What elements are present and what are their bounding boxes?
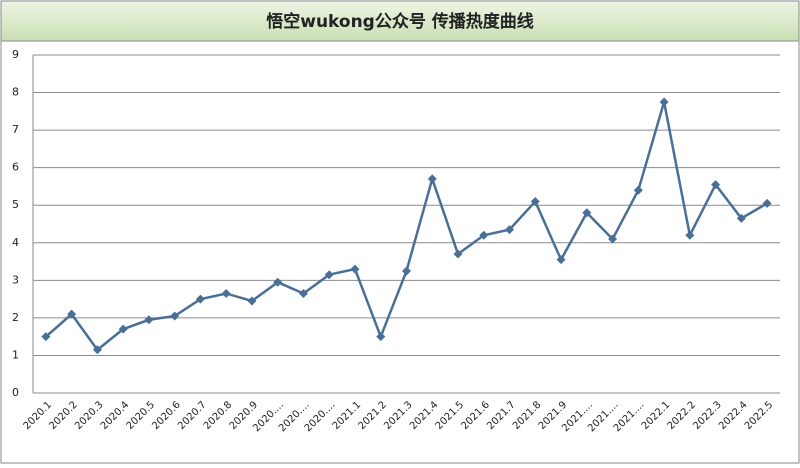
marker <box>273 277 283 287</box>
marker <box>530 196 540 206</box>
marker <box>453 249 463 259</box>
y-tick-label: 5 <box>12 198 19 211</box>
marker <box>427 174 437 184</box>
y-tick-label: 3 <box>12 273 19 286</box>
marker <box>170 311 180 321</box>
marker <box>376 332 386 342</box>
marker <box>247 296 257 306</box>
marker <box>350 264 360 274</box>
y-tick-label: 9 <box>12 48 19 61</box>
marker <box>685 230 695 240</box>
y-tick-label: 7 <box>12 123 19 136</box>
marker <box>221 288 231 298</box>
marker <box>633 185 643 195</box>
marker <box>736 213 746 223</box>
marker <box>298 288 308 298</box>
marker <box>41 332 51 342</box>
y-tick-label: 6 <box>12 161 19 174</box>
marker <box>67 309 77 319</box>
chart-title: 悟空wukong公众号 传播热度曲线 <box>266 11 534 32</box>
marker <box>324 270 334 280</box>
marker <box>402 266 411 276</box>
y-tick-label: 0 <box>12 386 19 399</box>
marker <box>92 345 102 355</box>
marker <box>556 255 566 265</box>
y-tick-label: 1 <box>12 348 19 361</box>
marker <box>711 180 721 190</box>
marker <box>144 315 154 325</box>
y-tick-label: 8 <box>12 86 19 99</box>
marker <box>608 234 618 244</box>
marker <box>195 294 205 304</box>
marker <box>582 208 592 218</box>
marker <box>659 97 669 107</box>
marker <box>505 225 515 235</box>
y-tick-label: 2 <box>12 311 19 324</box>
marker <box>762 198 772 208</box>
marker <box>118 324 128 334</box>
title-banner <box>0 0 800 42</box>
y-tick-label: 4 <box>12 236 19 249</box>
marker <box>479 230 489 240</box>
